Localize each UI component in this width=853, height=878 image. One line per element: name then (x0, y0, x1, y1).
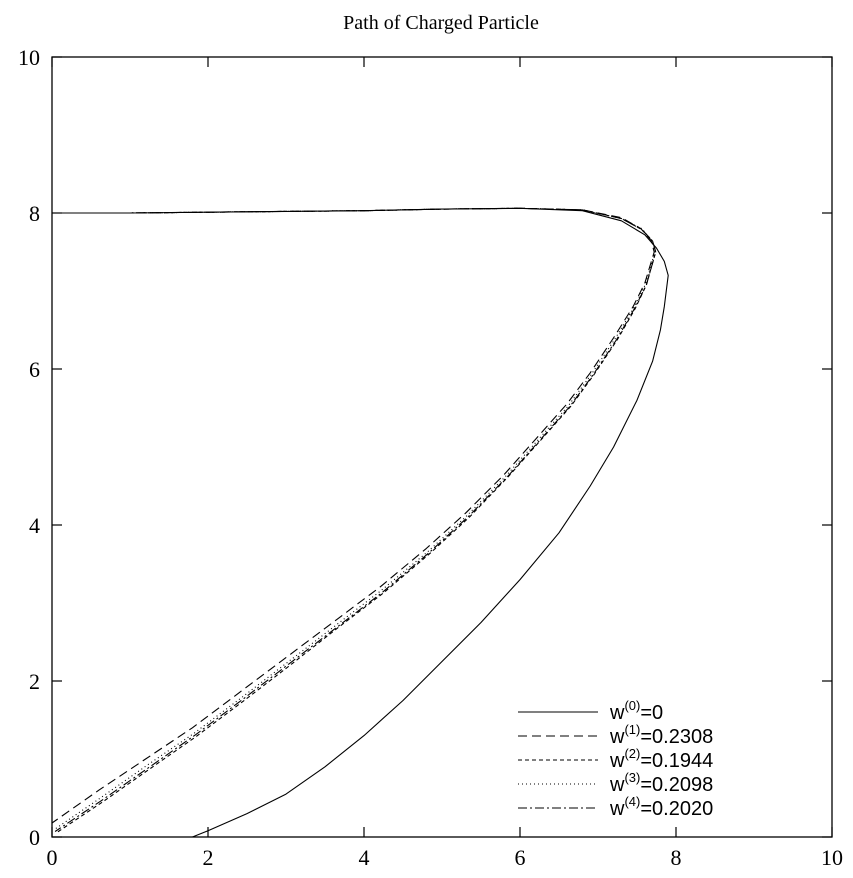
legend-base: w (609, 774, 625, 796)
legend-base: w (609, 798, 625, 820)
y-tick-label: 10 (18, 45, 40, 70)
legend-value: =0.1944 (640, 750, 713, 772)
series-line-3 (52, 207, 656, 831)
y-tick-label: 4 (29, 513, 40, 538)
series-line-0 (52, 207, 669, 838)
legend-value: =0.2098 (640, 774, 713, 796)
x-tick-label: 0 (47, 845, 58, 870)
legend-label-3: w(3)=0.2098 (609, 770, 713, 796)
y-tick-label: 2 (29, 669, 40, 694)
legend-label-4: w(4)=0.2020 (609, 794, 713, 820)
x-tick-label: 4 (359, 845, 370, 870)
legend-label-0: w(0)=0 (609, 698, 663, 724)
series-line-2 (52, 207, 657, 834)
legend-label-2: w(2)=0.1944 (609, 746, 713, 772)
y-tick-label: 0 (29, 825, 40, 850)
legend-label-1: w(1)=0.2308 (609, 722, 713, 748)
x-tick-label: 10 (821, 845, 843, 870)
axis-ticks (51, 56, 833, 838)
chart-title: Path of Charged Particle (343, 12, 539, 34)
legend-base: w (609, 702, 625, 724)
legend-superscript: (1) (624, 722, 640, 737)
series-line-1 (51, 207, 655, 824)
legend-value: =0.2020 (640, 798, 713, 820)
legend-value: =0 (640, 702, 663, 724)
legend-base: w (609, 750, 625, 772)
legend: w(0)=0w(1)=0.2308w(2)=0.1944w(3)=0.2098w… (518, 698, 713, 820)
series-layer (51, 207, 669, 838)
x-tick-label: 2 (203, 845, 214, 870)
series-line-4 (52, 207, 657, 832)
plot-frame (51, 56, 833, 838)
legend-superscript: (2) (624, 746, 640, 761)
x-tick-label: 6 (515, 845, 526, 870)
legend-superscript: (4) (624, 794, 640, 809)
legend-base: w (609, 726, 625, 748)
legend-value: =0.2308 (640, 726, 713, 748)
legend-superscript: (3) (624, 770, 640, 785)
x-tick-label: 8 (671, 845, 682, 870)
tick-labels: 0 2 4 6 8 10 0 2 4 6 8 10 (18, 45, 843, 870)
y-tick-label: 8 (29, 201, 40, 226)
legend-superscript: (0) (624, 698, 640, 713)
y-tick-label: 6 (29, 357, 40, 382)
